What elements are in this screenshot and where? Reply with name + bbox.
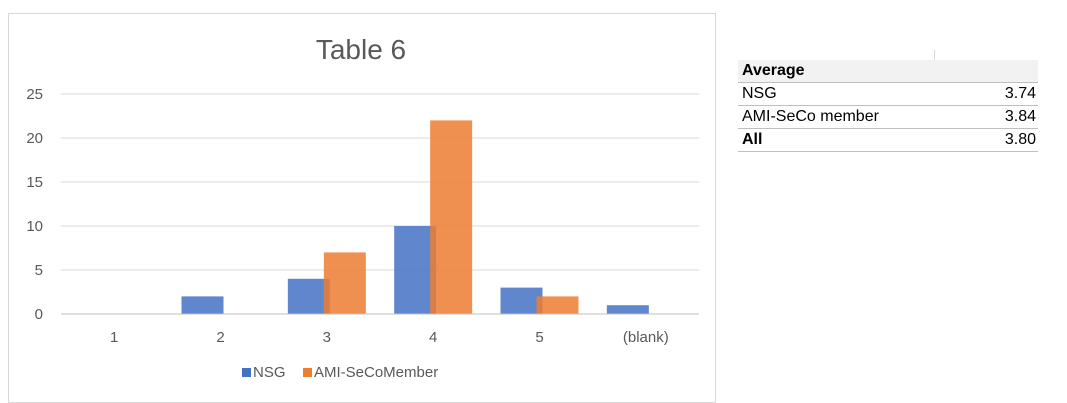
bar-ami-seco-member: [323, 252, 366, 314]
legend-label: AMI-SeCoMember: [314, 364, 438, 381]
table-divider: [934, 50, 935, 60]
average-header-blank: [936, 60, 1038, 83]
x-tick-label: 2: [216, 329, 224, 346]
chart-title: Table 6: [316, 34, 406, 65]
bar-nsg: [500, 287, 543, 314]
bar-nsg: [287, 278, 330, 314]
bar-ami-seco-member: [536, 296, 579, 314]
y-tick-label: 5: [35, 262, 43, 279]
legend-label: NSG: [253, 364, 286, 381]
table-row: All 3.80: [738, 128, 1038, 152]
row-value-nsg: 3.74: [936, 82, 1038, 106]
y-tick-label: 15: [26, 174, 43, 191]
x-tick-label: 3: [323, 329, 331, 346]
legend: NSG AMI-SeCoMember: [242, 364, 438, 381]
row-label-ami-seco-member: AMI-SeCo member: [738, 105, 936, 129]
bar-nsg: [606, 305, 649, 314]
average-header: Average: [738, 60, 936, 83]
bars: [181, 120, 649, 315]
axes: 0 5 10 15 20 25 1 2 3 4 5 (blank): [26, 86, 699, 346]
average-table: Average NSG 3.74 AMI-SeCo member 3.84 Al…: [738, 60, 1038, 152]
row-label-nsg: NSG: [738, 82, 936, 106]
y-tick-label: 0: [35, 306, 43, 323]
legend-swatch: [303, 368, 312, 377]
x-tick-label: 5: [535, 329, 543, 346]
gridlines: [61, 93, 699, 271]
y-tick-label: 25: [26, 86, 43, 103]
x-tick-label: 1: [110, 329, 118, 346]
legend-swatch: [242, 368, 251, 377]
bar-nsg: [394, 226, 437, 314]
y-tick-label: 20: [26, 130, 43, 147]
bar-ami-seco-member: [430, 120, 473, 315]
bar-nsg: [181, 296, 224, 314]
bar-chart: Table 6 0 5 10 15 20 25 1 2 3 4 5 (blank) NSG AMI-Se…: [26, 34, 699, 381]
average-table-header-row: Average: [738, 60, 1038, 83]
chart-area: Table 6 0 5 10 15 20 25 1 2 3 4 5 (blank) NSG AMI-Se…: [8, 13, 716, 403]
x-tick-label: (blank): [623, 329, 669, 346]
row-value-all: 3.80: [936, 128, 1038, 152]
x-tick-label: 4: [429, 329, 437, 346]
table-row: AMI-SeCo member 3.84: [738, 105, 1038, 129]
row-value-ami-seco-member: 3.84: [936, 105, 1038, 129]
table-row: NSG 3.74: [738, 82, 1038, 106]
row-label-all: All: [738, 128, 936, 152]
y-tick-label: 10: [26, 218, 43, 235]
